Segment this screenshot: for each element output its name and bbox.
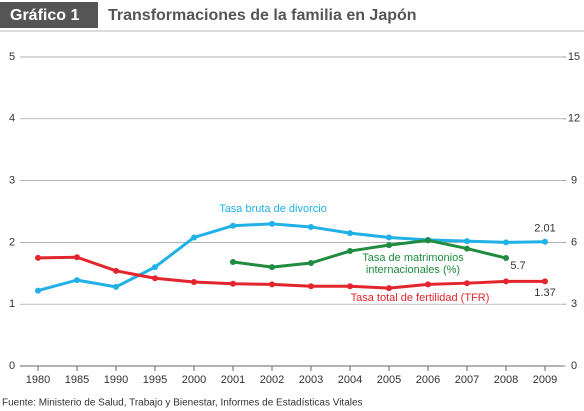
point (269, 264, 275, 271)
x-tick-label: 1990 (104, 374, 128, 386)
point (425, 281, 431, 288)
point (152, 264, 158, 271)
point (35, 287, 41, 294)
point (230, 258, 236, 265)
y-tick-label: 4 (9, 113, 15, 125)
y2-tick-label: 3 (571, 298, 577, 310)
annotation: 5.7 (510, 260, 525, 272)
x-tick-label: 1985 (65, 374, 89, 386)
badge: Gráfico 1 (10, 7, 79, 24)
x-tick-label: 2007 (455, 374, 479, 386)
y-tick-label: 0 (9, 360, 15, 372)
point (35, 254, 41, 261)
value-label: 2.01 (534, 223, 555, 235)
point (191, 234, 197, 241)
x-tick-label: 2004 (338, 374, 362, 386)
x-tick-label: 2008 (494, 374, 518, 386)
chart-title: Transformaciones de la familia en Japón (108, 7, 417, 24)
series-line (37, 255, 545, 290)
x-tick-label: 1980 (26, 374, 50, 386)
y-tick-label: 2 (9, 236, 15, 248)
point (425, 237, 431, 244)
x-tick-label: 2005 (377, 374, 401, 386)
point (386, 234, 392, 241)
point (113, 267, 119, 274)
point (542, 238, 548, 245)
point (269, 281, 275, 288)
x-tick-label: 1995 (143, 374, 167, 386)
point (503, 239, 509, 246)
x-tick-label: 2002 (260, 374, 284, 386)
y-tick-label: 3 (9, 175, 15, 187)
point (230, 280, 236, 287)
x-tick-label: 2006 (416, 374, 440, 386)
point (74, 254, 80, 261)
source: Fuente: Ministerio de Salud, Trabajo y B… (2, 398, 363, 409)
series-line (37, 222, 546, 293)
series-line (232, 238, 507, 269)
point (347, 283, 353, 290)
x-tick-label: 2001 (221, 374, 245, 386)
value-label: 1.37 (534, 287, 555, 299)
point (74, 277, 80, 284)
x-tick-label: 2003 (299, 374, 323, 386)
point (308, 283, 314, 290)
x-tick-label: 2000 (182, 374, 206, 386)
y2-tick-label: 12 (568, 113, 580, 125)
series-label: Tasa total de fertilidad (TFR) (351, 292, 490, 304)
point (152, 275, 158, 282)
series-label: Tasa de matrimonios internacionales (%) (362, 252, 464, 276)
point (191, 278, 197, 285)
point (230, 222, 236, 229)
point (308, 223, 314, 230)
point (503, 278, 509, 285)
x-tick-label: 2009 (533, 374, 557, 386)
y-tick-label: 1 (9, 298, 15, 310)
point (113, 283, 119, 290)
point (308, 260, 314, 266)
series-label: Tasa bruta de divorcio (219, 203, 327, 215)
point (347, 248, 353, 255)
point (347, 230, 353, 237)
point (542, 278, 548, 285)
point (269, 220, 275, 227)
y2-tick-label: 0 (571, 360, 577, 372)
badge-box (0, 2, 98, 28)
point (464, 238, 470, 245)
y2-tick-label: 15 (568, 51, 580, 63)
point (386, 285, 392, 292)
point (503, 255, 509, 262)
y2-tick-label: 6 (571, 236, 577, 248)
point (464, 245, 470, 252)
point (464, 280, 470, 287)
point (386, 242, 392, 249)
y2-tick-label: 9 (571, 175, 577, 187)
y-tick-label: 5 (9, 51, 15, 63)
